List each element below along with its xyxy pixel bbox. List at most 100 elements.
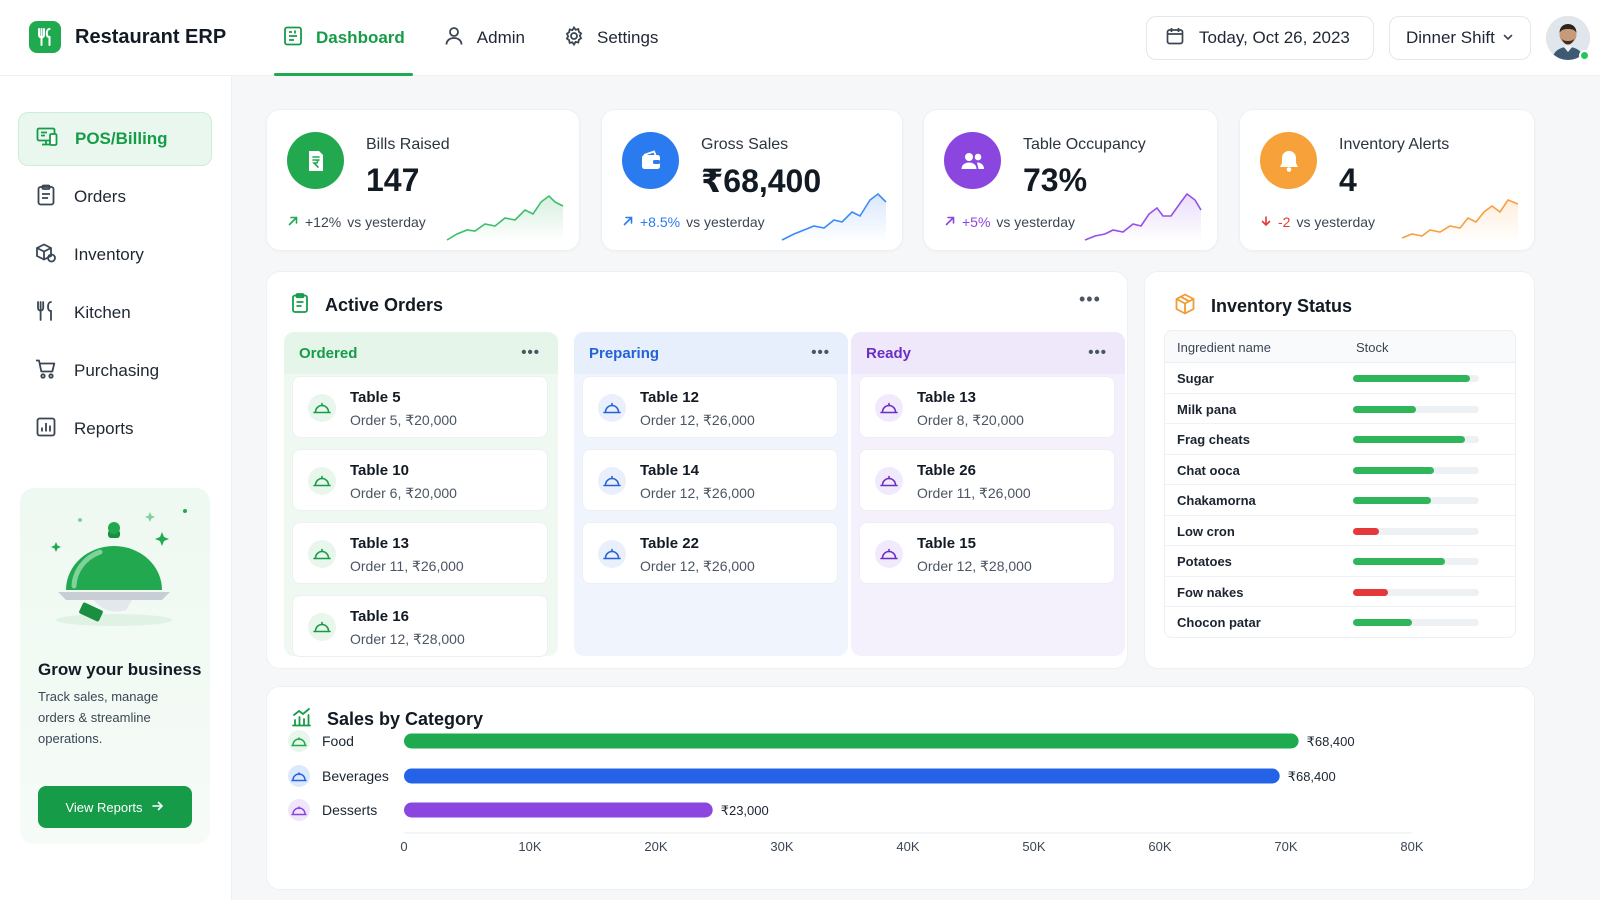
utensils-icon: [34, 299, 58, 328]
x-tick-label: 50K: [1022, 839, 1045, 854]
order-card[interactable]: Table 16 Order 12, ₹28,000: [292, 595, 548, 657]
order-column-title: Preparing: [589, 344, 660, 362]
stock-bar-fill: [1353, 558, 1445, 565]
people-icon: [944, 132, 1001, 189]
sidebar-item-kitchen[interactable]: Kitchen: [18, 286, 212, 340]
stock-bar-fill: [1353, 375, 1471, 382]
inventory-row: Chocon patar: [1165, 607, 1515, 637]
more-options-button[interactable]: •••: [1079, 289, 1101, 309]
kpi-label: Inventory Alerts: [1339, 136, 1450, 153]
order-detail: Order 11, ₹26,000: [350, 558, 464, 574]
kpi-card-table-occupancy[interactable]: Table Occupancy 73% +5% vs yesterday: [923, 109, 1218, 251]
order-card[interactable]: Table 15 Order 12, ₹28,000: [859, 522, 1115, 584]
sparkline-chart: [1084, 192, 1202, 242]
sales-by-category-title: Sales by Category: [289, 705, 483, 734]
sparkline-chart: [446, 194, 564, 242]
avatar[interactable]: [1546, 16, 1590, 60]
kpi-value: 4: [1339, 162, 1357, 198]
order-detail: Order 8, ₹20,000: [917, 412, 1024, 428]
order-column-header: Ordered •••: [284, 332, 558, 374]
order-table: Table 16: [350, 608, 409, 625]
order-card[interactable]: Table 12 Order 12, ₹26,000: [582, 376, 838, 438]
kpi-label: Table Occupancy: [1023, 136, 1146, 153]
x-tick-label: 70K: [1274, 839, 1297, 854]
inventory-row: Sugar: [1165, 363, 1515, 394]
view-reports-button[interactable]: View Reports: [38, 786, 192, 828]
ingredient-name: Frag cheats: [1177, 432, 1250, 447]
inventory-row: Fow nakes: [1165, 577, 1515, 607]
cart-icon: [34, 357, 58, 386]
x-tick-label: 30K: [770, 839, 793, 854]
x-tick-label: 80K: [1400, 839, 1423, 854]
bar-beverages: [404, 768, 1280, 784]
order-detail: Order 12, ₹28,000: [350, 631, 465, 647]
order-column-title: Ordered: [299, 344, 358, 362]
order-table: Table 5: [350, 389, 401, 406]
ingredient-name: Low cron: [1177, 523, 1235, 539]
order-card[interactable]: Table 13 Order 11, ₹26,000: [292, 522, 548, 584]
kpi-card-inventory-alerts[interactable]: Inventory Alerts 4 -2 vs yesterday: [1239, 109, 1535, 251]
date-picker[interactable]: Today, Oct 26, 2023: [1146, 16, 1374, 60]
order-detail: Order 12, ₹26,000: [640, 558, 755, 574]
sidebar-item-inventory[interactable]: Inventory: [18, 228, 212, 282]
category-cloche-icon: [291, 772, 307, 782]
inventory-row: Potatoes: [1165, 546, 1515, 577]
sparkline-chart: [781, 192, 887, 242]
calendar-icon: [1165, 26, 1185, 51]
order-table: Table 14: [640, 462, 699, 479]
promo-card: Grow your business Track sales, manage o…: [20, 488, 210, 844]
arrow-up-right-icon: [622, 214, 634, 230]
kpi-value: 147: [366, 162, 420, 198]
inventory-table: Ingredient name Stock Sugar Milk pana Frag…: [1164, 330, 1516, 638]
wallet-icon: [622, 132, 679, 189]
sidebar-item-reports[interactable]: Reports: [18, 402, 212, 456]
column-options-button[interactable]: •••: [1088, 344, 1107, 361]
kpi-label: Gross Sales: [701, 136, 789, 153]
order-detail: Order 5, ₹20,000: [350, 412, 457, 428]
nav-settings[interactable]: Settings: [553, 0, 668, 76]
order-column-preparing: Preparing ••• Table 12 Order 12, ₹26,000 Tab…: [574, 332, 848, 656]
cloche-icon: [875, 540, 903, 568]
order-detail: Order 11, ₹26,000: [917, 485, 1031, 501]
column-options-button[interactable]: •••: [811, 344, 830, 361]
inventory-status-panel: Inventory Status Ingredient name Stock S…: [1144, 271, 1535, 669]
shift-label: Dinner Shift: [1406, 28, 1495, 47]
shift-select[interactable]: Dinner Shift: [1389, 16, 1531, 60]
order-card[interactable]: Table 14 Order 12, ₹26,000: [582, 449, 838, 511]
x-tick-label: 10K: [518, 839, 541, 854]
order-card[interactable]: Table 13 Order 8, ₹20,000: [859, 376, 1115, 438]
clipboard-icon: [34, 183, 58, 212]
sidebar-item-orders[interactable]: Orders: [18, 170, 212, 224]
column-options-button[interactable]: •••: [521, 344, 540, 361]
inventory-status-title: Inventory Status: [1173, 292, 1352, 321]
x-tick-label: 60K: [1148, 839, 1171, 854]
bar-food: [404, 733, 1299, 749]
cloche-icon: [308, 540, 336, 568]
inventory-table-header: Ingredient name Stock: [1165, 331, 1515, 363]
bar-desserts: [404, 802, 713, 818]
nav-admin[interactable]: Admin: [433, 0, 535, 76]
stock-bar: [1353, 619, 1479, 626]
inventory-row: Low cron: [1165, 516, 1515, 546]
kpi-trend: +5% vs yesterday: [944, 214, 1075, 230]
kpi-label: Bills Raised: [366, 136, 450, 153]
column-header-stock: Stock: [1356, 340, 1389, 355]
promo-title: Grow your business: [38, 660, 202, 679]
inventory-row: Frag cheats: [1165, 424, 1515, 455]
user-icon: [443, 25, 465, 52]
order-card[interactable]: Table 26 Order 11, ₹26,000: [859, 449, 1115, 511]
sidebar: POS/Billing Orders Inventory Kitchen Pur…: [0, 76, 232, 900]
order-card[interactable]: Table 10 Order 6, ₹20,000: [292, 449, 548, 511]
nav-dashboard[interactable]: Dashboard: [272, 0, 415, 76]
brand[interactable]: Restaurant ERP: [29, 21, 226, 53]
order-card[interactable]: Table 22 Order 12, ₹26,000: [582, 522, 838, 584]
order-detail: Order 12, ₹26,000: [640, 412, 755, 428]
stock-bar-fill: [1353, 588, 1389, 596]
order-card[interactable]: Table 5 Order 5, ₹20,000: [292, 376, 548, 438]
kpi-card-bills-raised[interactable]: Bills Raised 147 +12% vs yesterday: [266, 109, 580, 251]
stock-bar-fill: [1353, 619, 1413, 626]
sidebar-item-purchasing[interactable]: Purchasing: [18, 344, 212, 398]
kpi-card-gross-sales[interactable]: Gross Sales ₹68,400 +8.5% vs yesterday: [601, 109, 903, 251]
sidebar-item-pos-billing[interactable]: POS/Billing: [18, 112, 212, 166]
cloche-icon: [308, 613, 336, 641]
